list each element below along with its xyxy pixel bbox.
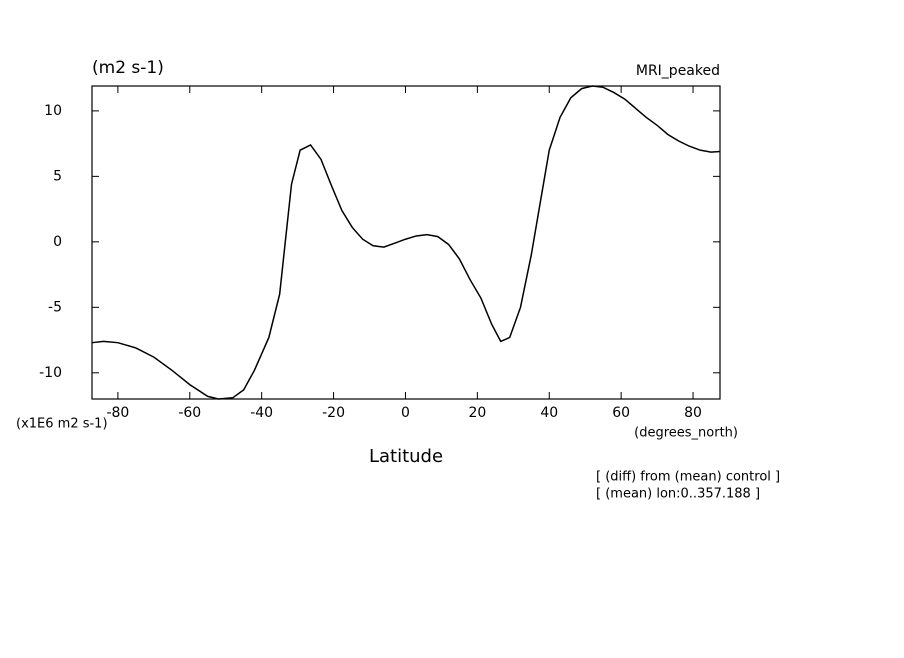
y-tick-label: 5 [53, 168, 62, 184]
chart-title: (m2 s-1) [92, 58, 164, 78]
x-unit-label: (degrees_north) [634, 426, 738, 441]
x-tick-label: 40 [540, 405, 558, 421]
x-axis-label: Latitude [369, 446, 443, 467]
x-tick-label: 0 [401, 405, 410, 421]
y-unit-label: (x1E6 m2 s-1) [16, 417, 108, 432]
y-tick-label: -10 [39, 365, 62, 381]
data-line [91, 85, 721, 400]
y-tick-label: 0 [53, 234, 62, 250]
plot-frame [91, 85, 721, 400]
x-tick-label: -20 [322, 405, 345, 421]
x-tick-label: -80 [106, 405, 129, 421]
note: [ (mean) lon:0..357.188 ] [596, 487, 760, 502]
chart-subtitle: MRI_peaked [636, 63, 720, 79]
x-tick-label: 20 [468, 405, 486, 421]
x-tick-label: -40 [250, 405, 273, 421]
x-tick-label: 80 [684, 405, 702, 421]
y-tick-label: 10 [44, 103, 62, 119]
note: [ (diff) from (mean) control ] [596, 470, 780, 485]
y-tick-label: -5 [48, 299, 62, 315]
x-tick-label: 60 [612, 405, 630, 421]
x-tick-label: -60 [178, 405, 201, 421]
